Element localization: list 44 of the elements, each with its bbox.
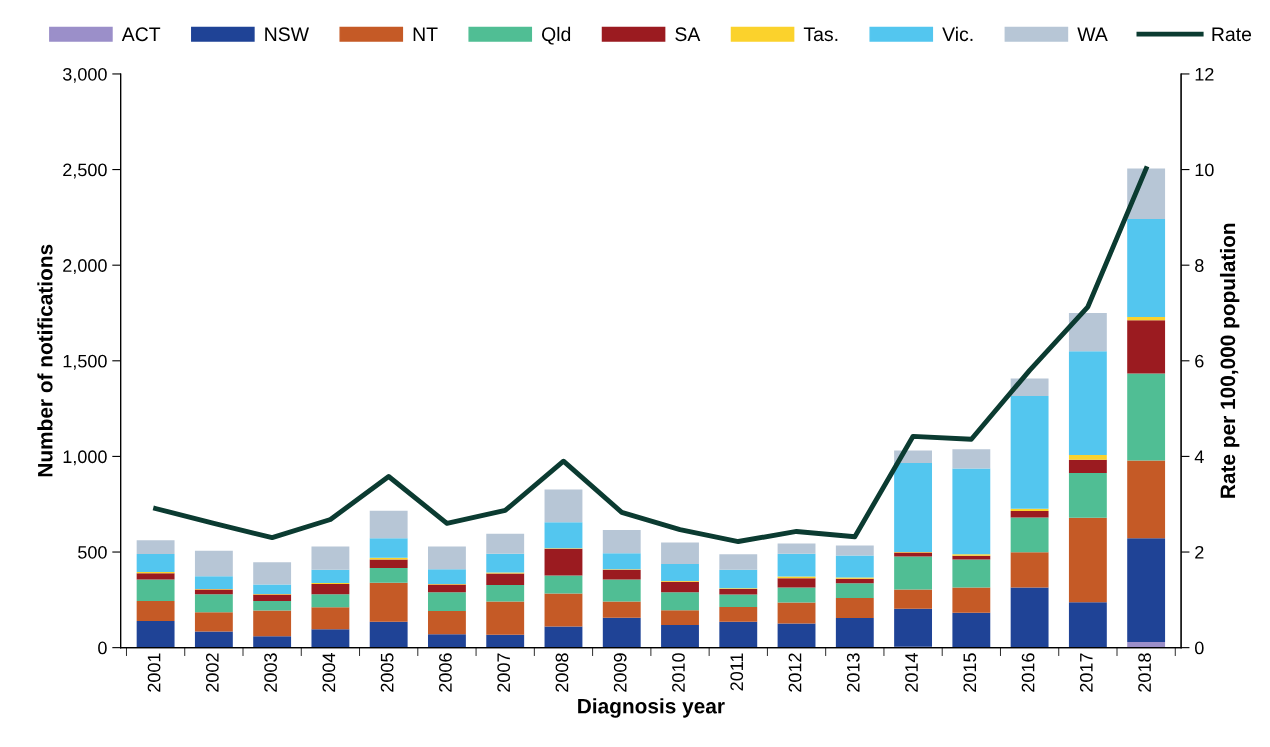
y2-tick-label: 10	[1195, 163, 1214, 177]
y-tick-label: 1,500	[63, 354, 107, 370]
legend-label: Tas.	[803, 27, 838, 42]
y2-tick-label: 6	[1195, 354, 1204, 368]
x-tick-label: 2001	[147, 653, 161, 692]
legend-label: Rate	[1212, 27, 1252, 42]
x-tick-label: 2012	[788, 653, 802, 692]
legend-label: NT	[413, 27, 438, 41]
y-axis-title: Number of notifications	[37, 244, 53, 477]
x-tick-label: 2007	[497, 653, 511, 692]
x-tick-label: 2013	[846, 653, 860, 692]
y-tick-label: 2,500	[63, 163, 107, 179]
x-tick-label: 2017	[1079, 653, 1093, 692]
y2-tick-label: 0	[1195, 641, 1204, 655]
y2-tick-label: 4	[1194, 450, 1204, 463]
y-tick-label: 0	[98, 641, 107, 655]
legend-label: WA	[1077, 27, 1108, 41]
y-tick-label: 500	[78, 545, 107, 559]
x-tick-label: 2003	[264, 653, 277, 692]
x-tick-label: 2016	[1021, 653, 1035, 692]
y2-tick-label: 8	[1195, 259, 1204, 272]
y2-axis-title: Rate per 100,000 population	[1219, 223, 1240, 498]
x-tick-label: 2010	[672, 653, 685, 692]
x-tick-label: 2006	[439, 653, 452, 692]
legend-label: NSW	[265, 27, 309, 42]
y-tick-label: 1,000	[63, 450, 107, 466]
x-tick-label: 2005	[380, 653, 394, 692]
y-tick-label: 2,000	[63, 259, 107, 275]
x-tick-label: 2004	[322, 653, 336, 692]
x-tick-label: 2008	[555, 653, 569, 692]
x-tick-label: 2014	[905, 653, 918, 692]
y2-tick-label: 12	[1195, 67, 1214, 81]
x-tick-label: 2018	[1138, 653, 1151, 692]
y2-tick-label: 2	[1195, 545, 1204, 559]
x-tick-label: 2009	[613, 653, 627, 692]
x-axis-title: Diagnosis year	[578, 698, 725, 718]
x-tick-label: 2015	[963, 653, 977, 692]
legend-label: SA	[675, 27, 701, 42]
x-tick-label: 2002	[205, 653, 219, 692]
x-tick-label: 2011	[730, 653, 744, 691]
legend-label: Qld	[542, 26, 571, 45]
legend-label: Vic.	[942, 26, 973, 42]
y-tick-label: 3,000	[62, 67, 107, 83]
legend-label: ACT	[121, 27, 161, 42]
